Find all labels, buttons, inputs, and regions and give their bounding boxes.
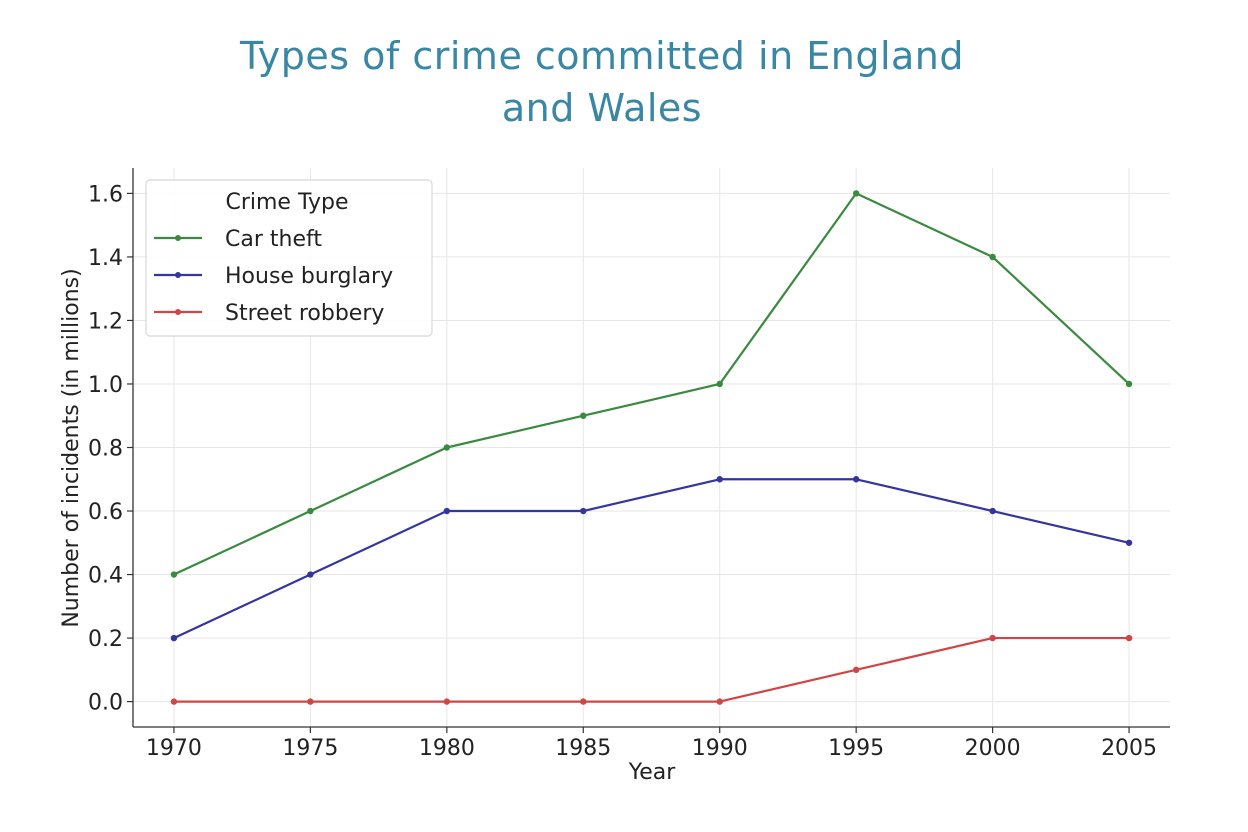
x-tick-label-1990: 1990 (692, 736, 748, 761)
legend-marker-car-theft (175, 235, 181, 241)
chart-title-line-2: and Wales (501, 86, 703, 130)
legend-item-house-burglary: House burglary (154, 264, 393, 289)
y-tick-label-0.0: 0.0 (88, 691, 123, 716)
chart-title-line-1: Types of crime committed in England (239, 34, 964, 78)
legend: Crime Type Car theft House burglary Street… (145, 179, 433, 337)
data-point-house-burglary-1990 (716, 476, 723, 483)
data-point-street-robbery-2005 (1125, 634, 1133, 642)
x-tick-label-1995: 1995 (828, 736, 884, 761)
y-tick-label-0.2: 0.2 (88, 627, 123, 652)
data-point-house-burglary-1995 (852, 476, 860, 483)
legend-marker-house-burglary (175, 272, 181, 278)
series-house-burglary (170, 476, 1133, 642)
y-tick-label-0.4: 0.4 (88, 564, 123, 589)
series-car-theft (170, 190, 1133, 578)
data-point-street-robbery-1990 (716, 698, 723, 705)
y-axis-title: Number of incidents (in millions) (59, 268, 84, 627)
legend-title: Crime Type (225, 190, 348, 215)
data-point-street-robbery-1985 (580, 698, 587, 705)
y-tick-label-1.2: 1.2 (88, 309, 123, 334)
data-point-car-theft-2005 (1125, 380, 1133, 388)
legend-label-car-theft: Car theft (225, 227, 322, 252)
series-street-robbery (170, 634, 1133, 705)
grid (133, 168, 1170, 727)
legend-label-house-burglary: House burglary (225, 264, 393, 289)
data-point-car-theft-1995 (852, 190, 860, 197)
legend-box (145, 179, 433, 337)
data-point-house-burglary-1975 (307, 571, 314, 578)
y-tick-label-0.6: 0.6 (88, 500, 123, 525)
chart-title: Types of crime committed in England and W… (200, 30, 1004, 134)
legend-item-car-theft: Car theft (154, 227, 322, 252)
data-point-house-burglary-1980 (443, 507, 451, 515)
y-tick-label-1.0: 1.0 (88, 373, 123, 398)
x-tick-label-1985: 1985 (555, 736, 611, 761)
data-point-car-theft-1980 (443, 444, 451, 451)
data-point-street-robbery-1995 (852, 666, 860, 674)
data-point-house-burglary-1985 (580, 507, 587, 515)
data-point-house-burglary-1970 (170, 634, 178, 642)
data-point-car-theft-2000 (989, 253, 996, 261)
data-point-car-theft-1990 (716, 380, 723, 388)
series-line-house-burglary (173, 478, 1130, 640)
series-line-street-robbery (173, 636, 1130, 703)
x-tick-label-1970: 1970 (146, 736, 202, 761)
data-point-house-burglary-2000 (989, 507, 996, 515)
data-point-street-robbery-1980 (443, 698, 451, 705)
y-tick-label-1.6: 1.6 (88, 182, 123, 207)
y-tick-label-0.8: 0.8 (88, 437, 123, 462)
data-point-street-robbery-1975 (307, 698, 314, 705)
legend-marker-street-robbery (175, 309, 181, 315)
y-tick-label-1.4: 1.4 (88, 246, 123, 271)
data-point-car-theft-1985 (580, 412, 587, 419)
tick-labels: 1970 1975 1980 1985 1990 1995 2000 2005 0.0 0.2 0.… (88, 182, 1157, 761)
data-point-car-theft-1970 (170, 571, 178, 578)
x-tick-label-2000: 2000 (965, 736, 1021, 761)
series-group (170, 190, 1133, 705)
data-point-street-robbery-2000 (989, 634, 996, 642)
data-point-street-robbery-1970 (170, 698, 178, 705)
x-tick-label-1980: 1980 (419, 736, 475, 761)
x-tick-label-2005: 2005 (1101, 736, 1157, 761)
legend-item-street-robbery: Street robbery (154, 301, 384, 326)
legend-label-street-robbery: Street robbery (225, 301, 384, 326)
data-point-car-theft-1975 (307, 507, 314, 515)
x-tick-label-1975: 1975 (282, 736, 338, 761)
x-axis-title: Year (628, 760, 677, 785)
data-point-house-burglary-2005 (1125, 539, 1133, 546)
series-line-car-theft (173, 192, 1130, 576)
